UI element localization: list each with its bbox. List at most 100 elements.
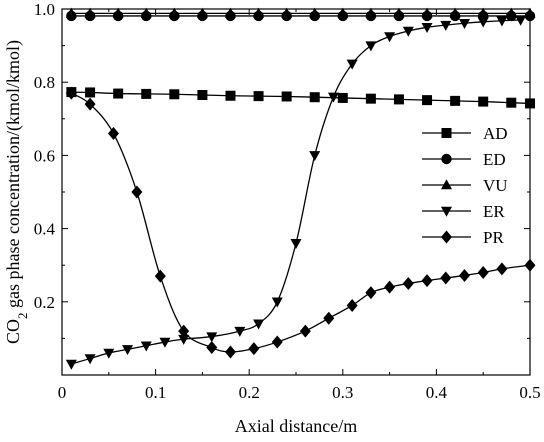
- data-point-er-22: [496, 16, 508, 27]
- legend-marker-ad: [441, 128, 452, 138]
- y-tick-label: 0.6: [34, 146, 55, 165]
- y-tick-label: 0.4: [34, 220, 56, 239]
- data-point-vu-15: [477, 7, 489, 18]
- data-point-pr-15: [402, 277, 414, 290]
- x-tick-label: 0.1: [145, 383, 166, 402]
- data-point-er-21: [477, 17, 489, 28]
- data-point-vu-3: [140, 7, 152, 18]
- data-point-ad-12: [393, 94, 404, 105]
- data-point-vu-0: [65, 7, 77, 18]
- data-point-vu-9: [309, 7, 321, 18]
- data-point-vu-4: [168, 7, 180, 18]
- data-point-er-18: [421, 23, 433, 34]
- data-point-er-23: [515, 15, 527, 26]
- x-tick-label: 0.2: [239, 383, 260, 402]
- legend-label: ER: [483, 202, 505, 221]
- series-er: [65, 15, 527, 370]
- legend-label: ED: [483, 150, 506, 169]
- y-axis-label-subscript: 2: [15, 312, 30, 319]
- x-axis-label: Axial distance/m: [235, 416, 357, 436]
- legend-marker-er: [441, 206, 452, 217]
- series-ad: [66, 87, 535, 109]
- data-point-er-20: [458, 19, 470, 30]
- data-point-vu-1: [84, 7, 96, 18]
- data-point-pr-14: [384, 280, 396, 294]
- plot-area: [65, 7, 536, 370]
- data-point-ad-16: [506, 97, 517, 108]
- legend-entry-vu: VU: [422, 176, 508, 195]
- data-point-pr-10: [299, 324, 311, 338]
- y-axis-label: CO2 gas phase concentration/(kmol/kmol): [3, 40, 30, 344]
- legend-marker-vu: [441, 179, 452, 190]
- data-point-ad-7: [253, 91, 264, 102]
- x-tick-label: 0.4: [426, 383, 448, 402]
- data-point-er-8: [234, 326, 246, 337]
- data-point-pr-8: [248, 342, 260, 356]
- legend-label: VU: [483, 176, 508, 195]
- data-point-pr-19: [477, 266, 489, 280]
- legend-entry-pr: PR: [422, 228, 504, 247]
- data-point-vu-8: [281, 7, 293, 18]
- data-point-er-9: [253, 319, 265, 330]
- data-point-vu-12: [393, 7, 405, 18]
- data-point-ad-10: [337, 92, 348, 103]
- data-point-ad-15: [478, 96, 489, 107]
- x-tick-label: 0.5: [519, 383, 540, 402]
- data-point-er-6: [178, 334, 190, 345]
- y-tick-label: 0.8: [34, 73, 55, 92]
- data-point-pr-4: [154, 269, 166, 283]
- data-point-pr-9: [271, 335, 283, 349]
- legend-marker-pr: [441, 230, 452, 244]
- data-point-ad-6: [225, 90, 236, 101]
- data-point-vu-16: [505, 7, 517, 18]
- data-point-vu-6: [224, 7, 236, 18]
- data-point-pr-5: [178, 324, 190, 338]
- data-point-vu-2: [112, 7, 124, 18]
- series-pr: [65, 86, 536, 359]
- data-point-er-4: [140, 341, 152, 352]
- data-point-ad-5: [197, 90, 208, 101]
- y-tick-label: 1.0: [34, 0, 55, 19]
- data-point-er-17: [402, 26, 414, 37]
- data-point-vu-11: [365, 7, 377, 18]
- data-point-vu-14: [449, 7, 461, 18]
- data-point-pr-16: [421, 274, 433, 288]
- legend-entry-ad: AD: [422, 124, 508, 143]
- legend-entry-ed: ED: [422, 150, 506, 169]
- data-point-pr-3: [131, 185, 143, 199]
- series-line-ad: [71, 91, 531, 105]
- data-point-ad-11: [365, 93, 376, 104]
- data-point-vu-7: [253, 7, 265, 18]
- data-point-er-2: [103, 348, 115, 359]
- y-axis-label-rest: gas phase concentration/(kmol/kmol): [3, 40, 24, 312]
- data-point-ad-4: [169, 89, 180, 100]
- x-tick-label: 0: [58, 383, 67, 402]
- x-tick-label: 0.3: [332, 383, 353, 402]
- data-point-er-0: [65, 359, 77, 370]
- data-point-pr-0: [65, 86, 77, 100]
- data-point-ad-3: [141, 88, 152, 99]
- series-line-pr: [71, 92, 531, 353]
- data-point-er-13: [327, 92, 339, 103]
- data-point-pr-18: [458, 268, 470, 282]
- data-point-pr-11: [323, 311, 335, 325]
- data-point-pr-7: [224, 345, 236, 359]
- data-point-pr-13: [365, 286, 377, 300]
- data-point-vu-13: [421, 7, 433, 18]
- legend: AD ED VU ER PR: [422, 124, 508, 247]
- data-point-pr-2: [107, 126, 119, 140]
- y-tick-label: 0.2: [34, 293, 55, 312]
- data-point-ad-2: [113, 88, 124, 99]
- data-point-er-3: [122, 345, 134, 356]
- series-vu: [65, 7, 536, 18]
- data-point-er-14: [346, 59, 358, 70]
- data-point-er-19: [440, 20, 452, 31]
- data-point-er-5: [159, 337, 171, 348]
- data-point-ad-1: [85, 87, 96, 98]
- legend-label: AD: [483, 124, 508, 143]
- legend-marker-ed: [441, 153, 452, 165]
- data-point-er-10: [271, 297, 283, 308]
- y-axis-label-prefix: CO: [3, 319, 23, 344]
- data-point-er-15: [365, 41, 377, 52]
- axes: 0 0.1 0.2 0.3 0.4 0.5 0.2 0.4 0.6 0.8 1.0: [34, 0, 541, 402]
